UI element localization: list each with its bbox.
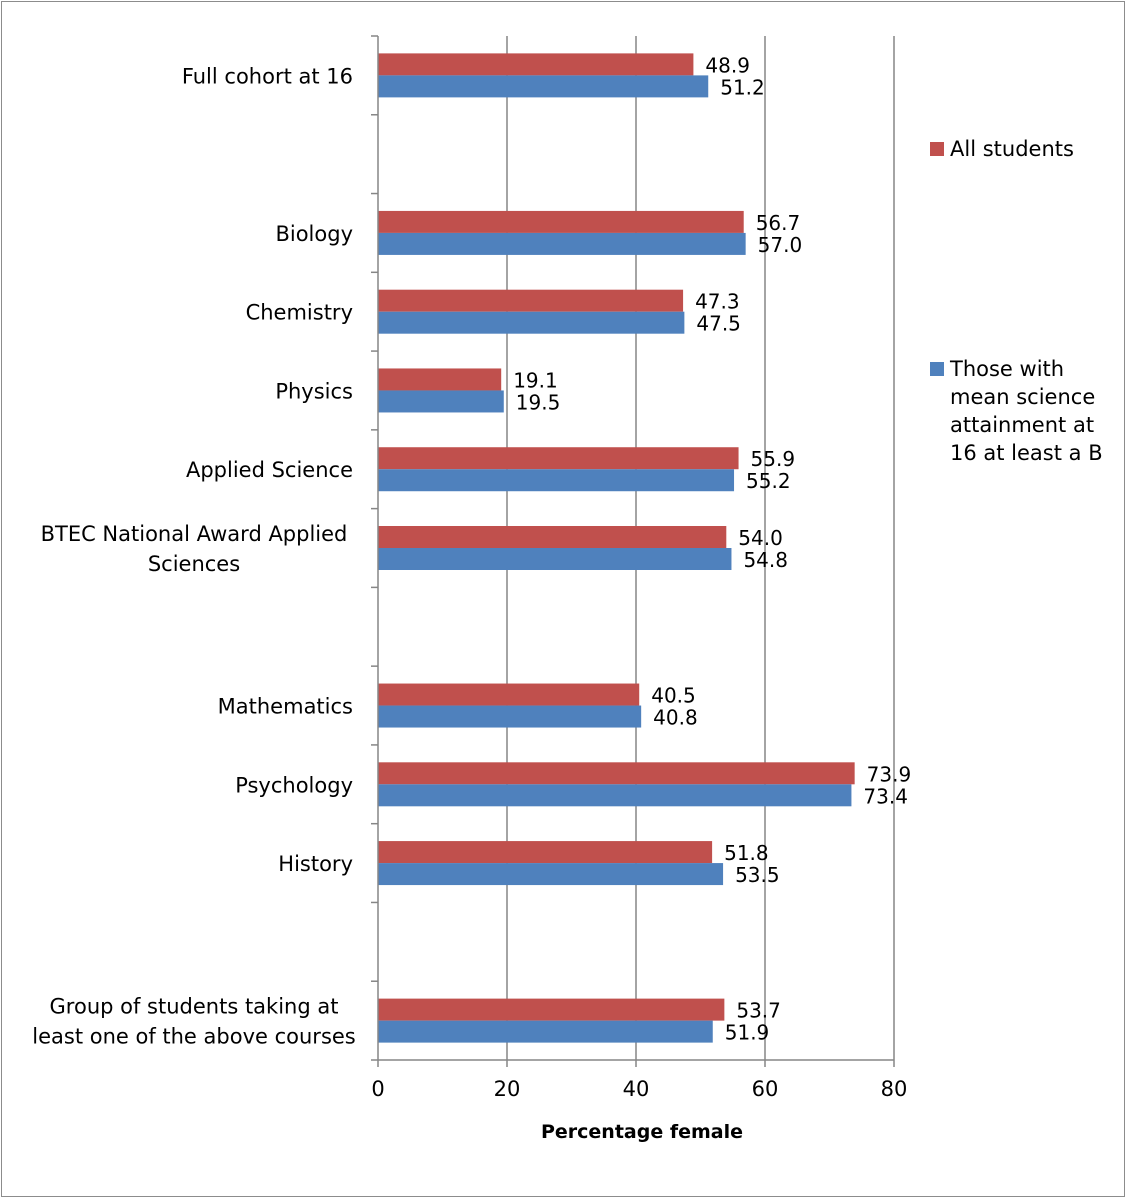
category-label: Chemistry [246,301,353,325]
bar-all-students-group-of-students-taking-at-least-one-of-the-above-courses [378,998,725,1021]
axes: 0 20 40 60 80 [371,35,908,1101]
bar-b-attainment-mathematics [378,705,642,728]
x-tick-label-0: 0 [371,1077,384,1101]
data-label-b-attainment-full-cohort-at-16: 51.2 [720,75,765,99]
bar-all-students-physics [378,368,502,391]
category-label: History [278,852,353,876]
bar-all-students-mathematics [378,683,640,706]
bar-b-attainment-btec-national-award-applied-sciences [378,548,732,570]
legend: All students Those with mean science attain… [930,137,1103,465]
category-label: Applied Science [186,458,353,482]
bar-all-students-biology [378,210,744,233]
data-label-b-attainment-mathematics: 40.8 [653,706,698,730]
category-label: Biology [275,222,353,246]
data-label-all-students-physics: 19.1 [513,368,558,392]
category-label: Physics [275,379,353,403]
bar-b-attainment-full-cohort-at-16 [378,75,709,98]
category-label: Sciences [148,552,240,576]
legend-label-b-attainment: attainment at [950,413,1094,437]
bar-all-students-applied-science [378,447,739,470]
data-label-all-students-history: 51.8 [724,841,769,865]
x-tick-label-80: 80 [881,1077,908,1101]
legend-swatch-b-attainment [930,362,944,376]
bar-b-attainment-biology [378,232,746,255]
category-label: Psychology [235,773,353,797]
bar-b-attainment-physics [378,390,504,413]
bar-all-students-btec-national-award-applied-sciences [378,526,727,548]
data-label-b-attainment-biology: 57.0 [758,233,803,257]
data-label-all-students-psychology: 73.9 [867,762,912,786]
data-label-all-students-chemistry: 47.3 [695,290,740,314]
category-label: Mathematics [218,695,353,719]
bar-b-attainment-history [378,863,724,886]
x-tick-label-60: 60 [752,1077,779,1101]
bar-all-students-chemistry [378,289,684,312]
bars [378,53,855,1043]
data-label-b-attainment-btec-national-award-applied-sciences: 54.8 [743,548,788,572]
data-label-b-attainment-psychology: 73.4 [863,784,908,808]
bar-b-attainment-applied-science [378,469,735,492]
legend-label-b-attainment: 16 at least a B [950,441,1103,465]
bar-all-students-psychology [378,762,855,785]
bar-b-attainment-group-of-students-taking-at-least-one-of-the-above-courses [378,1020,713,1043]
legend-swatch-all-students [930,142,944,156]
data-label-b-attainment-group-of-students-taking-at-least-one-of-the-above-courses: 51.9 [725,1021,770,1045]
legend-label-all-students: All students [950,137,1074,161]
x-tick-label-40: 40 [623,1077,650,1101]
bar-b-attainment-psychology [378,784,852,807]
bar-all-students-history [378,841,713,864]
category-label: Full cohort at 16 [182,64,353,88]
category-label: least one of the above courses [32,1025,356,1049]
data-label-all-students-btec-national-award-applied-sciences: 54.0 [738,526,783,550]
data-label-all-students-mathematics: 40.5 [651,684,696,708]
x-tick-label-20: 20 [494,1077,521,1101]
legend-label-b-attainment: mean science [950,385,1095,409]
x-axis-title: Percentage female [541,1121,743,1143]
labels: 48.951.2 Full cohort at 16 56.757.0 Biology… [32,53,911,1048]
bar-b-attainment-chemistry [378,311,685,334]
data-label-b-attainment-history: 53.5 [735,863,780,887]
data-label-all-students-biology: 56.7 [756,211,801,235]
category-label: BTEC National Award Applied [41,522,348,546]
data-label-b-attainment-applied-science: 55.2 [746,469,791,493]
category-label: Group of students taking at [50,995,339,1019]
data-label-all-students-full-cohort-at-16: 48.9 [705,53,750,77]
data-label-all-students-group-of-students-taking-at-least-one-of-the-above-courses: 53.7 [736,999,781,1023]
data-label-b-attainment-physics: 19.5 [516,390,561,414]
legend-label-b-attainment: Those with [949,357,1064,381]
bar-all-students-full-cohort-at-16 [378,53,694,76]
data-label-b-attainment-chemistry: 47.5 [696,312,741,336]
data-label-all-students-applied-science: 55.9 [751,447,796,471]
